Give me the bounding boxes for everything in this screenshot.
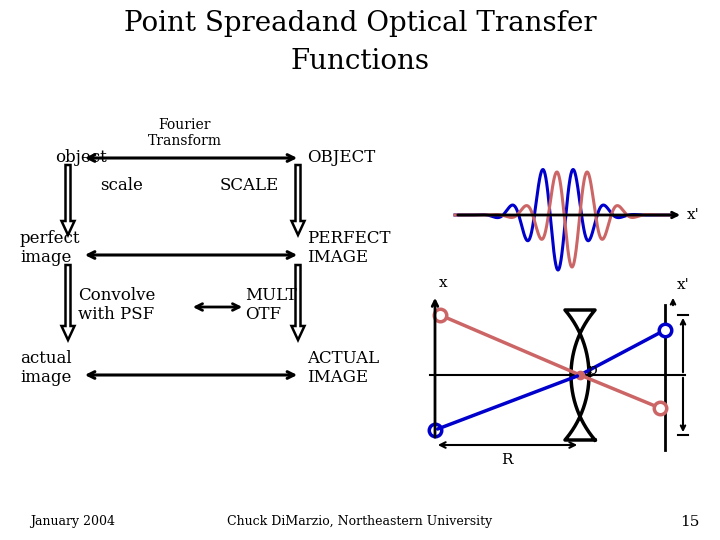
Text: Point Spreadand Optical Transfer: Point Spreadand Optical Transfer xyxy=(124,10,596,37)
Text: Chuck DiMarzio, Northeastern University: Chuck DiMarzio, Northeastern University xyxy=(228,516,492,529)
Text: Fourier
Transform: Fourier Transform xyxy=(148,118,222,148)
Text: actual
image: actual image xyxy=(20,350,71,386)
Text: OBJECT: OBJECT xyxy=(307,150,375,166)
Text: January 2004: January 2004 xyxy=(30,516,115,529)
Text: R: R xyxy=(501,453,513,467)
Text: Convolve
with PSF: Convolve with PSF xyxy=(78,287,156,323)
Text: SCALE: SCALE xyxy=(220,177,279,193)
Text: x: x xyxy=(439,276,448,290)
Text: MULT
OTF: MULT OTF xyxy=(245,287,297,323)
Text: scale: scale xyxy=(100,177,143,193)
Text: x': x' xyxy=(687,208,700,222)
Text: perfect
image: perfect image xyxy=(20,230,81,266)
Text: p: p xyxy=(588,363,598,377)
Text: object: object xyxy=(55,150,107,166)
Text: 15: 15 xyxy=(680,515,700,529)
Text: ACTUAL
IMAGE: ACTUAL IMAGE xyxy=(307,350,379,386)
Text: PERFECT
IMAGE: PERFECT IMAGE xyxy=(307,230,390,266)
Text: x': x' xyxy=(677,278,690,292)
Text: Functions: Functions xyxy=(290,48,430,75)
